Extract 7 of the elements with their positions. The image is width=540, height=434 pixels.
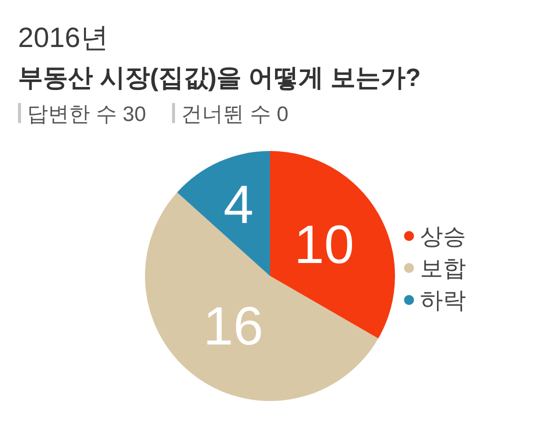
legend-label: 상승 bbox=[420, 223, 466, 249]
legend-label: 보합 bbox=[420, 255, 466, 281]
subtitle: 부동산 시장(집값)을 어떻게 보는가? bbox=[18, 64, 421, 92]
title: 2016년 bbox=[18, 22, 108, 53]
annotation: 답변한 수 30 bbox=[18, 103, 146, 126]
annotation: 건너뛴 수 0 bbox=[172, 103, 288, 126]
legend-label: 하락 bbox=[420, 287, 466, 313]
